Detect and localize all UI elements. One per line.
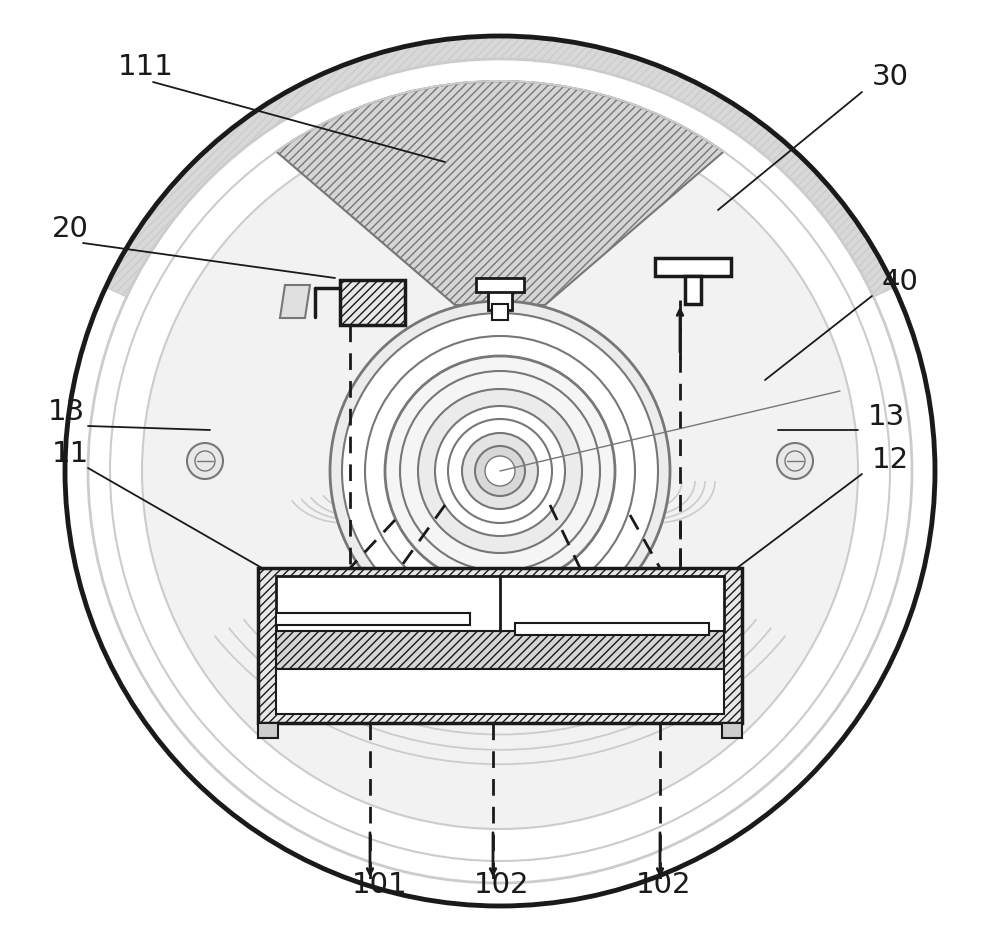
Text: 40: 40 — [882, 268, 919, 296]
Bar — [685, 276, 701, 304]
Bar — [476, 278, 524, 292]
Circle shape — [342, 313, 658, 629]
Circle shape — [475, 446, 525, 496]
Text: 30: 30 — [872, 63, 909, 91]
Bar — [340, 280, 405, 325]
Text: 11: 11 — [52, 440, 89, 468]
Text: 13: 13 — [48, 398, 85, 426]
Bar — [276, 613, 470, 625]
Circle shape — [330, 301, 670, 641]
Circle shape — [435, 406, 565, 536]
Circle shape — [462, 433, 538, 509]
Bar — [276, 669, 724, 714]
Circle shape — [418, 389, 582, 553]
Circle shape — [485, 456, 515, 486]
Polygon shape — [280, 285, 310, 318]
Circle shape — [187, 443, 223, 479]
Bar — [276, 576, 724, 631]
Polygon shape — [276, 81, 724, 305]
Bar — [488, 290, 512, 310]
Text: 102: 102 — [474, 871, 530, 899]
Polygon shape — [106, 36, 894, 297]
Circle shape — [385, 356, 615, 586]
Bar — [722, 723, 742, 738]
Bar — [515, 623, 709, 635]
Text: 101: 101 — [352, 871, 408, 899]
Circle shape — [777, 443, 813, 479]
Bar — [492, 304, 508, 320]
Text: 102: 102 — [636, 871, 692, 899]
Bar — [276, 631, 724, 669]
Circle shape — [142, 113, 858, 829]
Circle shape — [65, 36, 935, 906]
Bar — [655, 258, 731, 276]
Text: 12: 12 — [872, 446, 909, 474]
Bar — [258, 568, 742, 723]
Text: 111: 111 — [118, 53, 174, 81]
Bar — [258, 723, 278, 738]
Text: 20: 20 — [52, 215, 89, 243]
Text: 13: 13 — [868, 403, 905, 431]
